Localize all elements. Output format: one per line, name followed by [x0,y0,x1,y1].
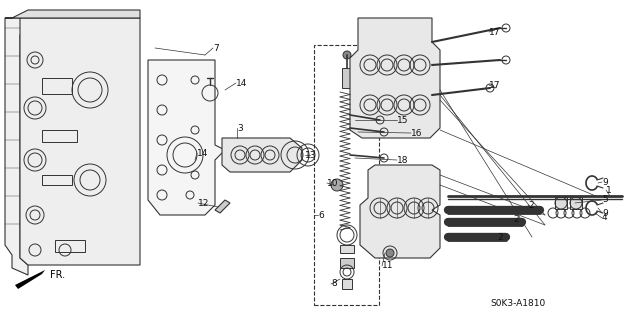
Bar [555,197,567,209]
Polygon shape [20,18,140,265]
Text: 17: 17 [489,81,501,90]
Text: 11: 11 [382,261,394,270]
Text: 17: 17 [489,28,501,36]
Bar [340,258,354,268]
Text: 4: 4 [602,213,608,222]
Bar [340,245,354,253]
Bar [55,240,85,252]
Circle shape [331,179,343,191]
Text: 15: 15 [397,116,408,124]
Polygon shape [360,165,440,258]
Text: 9: 9 [602,209,608,218]
Polygon shape [15,270,45,289]
Text: 2: 2 [513,215,519,225]
Text: 14: 14 [197,148,208,157]
Text: 8: 8 [331,279,337,289]
Bar [342,279,352,289]
Text: 12: 12 [198,198,209,207]
Text: 6: 6 [318,211,324,220]
Polygon shape [215,200,230,213]
Polygon shape [350,18,440,138]
Circle shape [386,249,394,257]
Bar [42,175,72,185]
Text: 14: 14 [236,78,247,87]
Bar [42,130,77,142]
Text: 2: 2 [497,234,502,243]
Bar [42,78,72,94]
Polygon shape [5,10,140,18]
Circle shape [343,51,351,59]
Text: 1: 1 [606,186,612,195]
Text: S0K3-A1810: S0K3-A1810 [490,299,545,308]
Text: 10: 10 [327,179,338,188]
Text: 9: 9 [602,178,608,187]
Polygon shape [222,138,302,172]
Bar [314,45,379,305]
Text: 3: 3 [237,124,243,132]
Text: 2: 2 [528,201,534,210]
Text: 18: 18 [397,156,408,164]
Text: FR.: FR. [50,270,65,280]
Polygon shape [148,60,225,215]
Text: 7: 7 [213,44,219,52]
Text: 16: 16 [411,129,423,138]
Bar [570,197,582,209]
Text: 5: 5 [602,196,608,204]
Polygon shape [5,18,28,275]
Text: 13: 13 [305,150,317,159]
Bar [342,68,352,88]
